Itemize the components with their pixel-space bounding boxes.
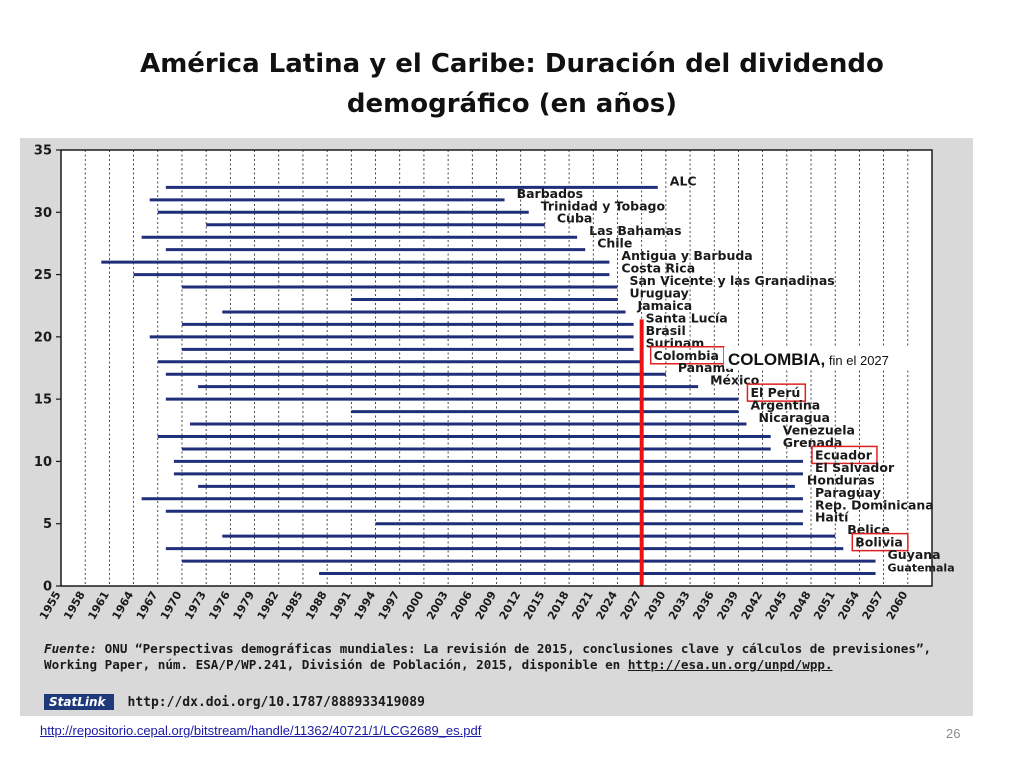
chart-annotation: COLOMBIA, fin el 2027 bbox=[724, 346, 920, 369]
x-tick-label: 1967 bbox=[134, 589, 161, 622]
country-label: Barbados bbox=[517, 186, 584, 201]
country-label: Brasil bbox=[646, 323, 686, 338]
x-tick-label: 1994 bbox=[352, 589, 379, 622]
x-tick-label: 2024 bbox=[593, 589, 620, 622]
x-tick-label: 2015 bbox=[521, 589, 548, 622]
x-tick-label: 1997 bbox=[376, 589, 403, 622]
country-label: Santa Lucía bbox=[646, 310, 728, 325]
y-tick-label: 5 bbox=[43, 517, 52, 532]
country-label: Trinidad y Tobago bbox=[541, 198, 666, 213]
x-tick-label: 2042 bbox=[739, 589, 766, 622]
annotation-background bbox=[724, 346, 920, 369]
country-label: Jamaica bbox=[637, 298, 693, 313]
y-tick-label: 10 bbox=[34, 455, 52, 470]
x-tick-label: 2003 bbox=[424, 589, 451, 622]
x-tick-label: 2051 bbox=[811, 589, 838, 622]
x-tick-label: 1991 bbox=[327, 589, 354, 622]
x-tick-label: 2060 bbox=[884, 589, 911, 622]
x-tick-label: 2045 bbox=[763, 589, 790, 622]
x-tick-label: 1970 bbox=[158, 589, 185, 622]
country-label: Honduras bbox=[807, 472, 875, 487]
highlight-box bbox=[746, 383, 807, 402]
source-url-link[interactable]: http://esa.un.org/unpd/wpp. bbox=[627, 657, 833, 672]
country-label: Antigua y Barbuda bbox=[621, 248, 752, 263]
x-tick-label: 2033 bbox=[666, 589, 693, 622]
country-label: Nicaragua bbox=[759, 410, 830, 425]
x-tick-label: 1976 bbox=[206, 589, 233, 622]
repository-link[interactable]: http://repositorio.cepal.org/bitstream/h… bbox=[40, 723, 482, 738]
country-label: Ecuador bbox=[815, 447, 873, 462]
y-tick-label: 35 bbox=[34, 144, 52, 159]
country-label: El Salvador bbox=[815, 460, 895, 475]
x-tick-label: 2021 bbox=[569, 589, 596, 622]
x-tick-label: 2039 bbox=[714, 589, 741, 622]
chart-bars bbox=[101, 185, 876, 576]
country-label: El Perú bbox=[750, 385, 800, 400]
x-tick-label: 2036 bbox=[690, 589, 717, 622]
highlight-box bbox=[649, 346, 725, 365]
statlink-doi-link[interactable]: http://dx.doi.org/10.1787/888933419089 bbox=[127, 694, 425, 710]
source-label: Fuente: bbox=[44, 641, 98, 656]
y-tick-label: 15 bbox=[34, 393, 52, 408]
country-label: Rep. Dominicana bbox=[815, 497, 934, 512]
x-tick-label: 1961 bbox=[85, 589, 112, 622]
y-tick-label: 25 bbox=[34, 268, 52, 283]
x-tick-label: 1973 bbox=[182, 589, 209, 622]
country-label: Chile bbox=[597, 236, 632, 251]
source-note: Fuente: ONU “Perspectivas demográficas m… bbox=[44, 641, 966, 673]
country-label: Costa Rica bbox=[621, 261, 695, 276]
slide-title: América Latina y el Caribe: Duración del… bbox=[140, 49, 884, 119]
x-tick-label: 2054 bbox=[835, 589, 862, 622]
x-tick-label: 2057 bbox=[860, 589, 887, 622]
x-tick-label: 2030 bbox=[642, 589, 669, 622]
x-tick-label: 2048 bbox=[787, 589, 814, 622]
x-tick-label: 2012 bbox=[497, 589, 524, 622]
country-label: Uruguay bbox=[629, 285, 688, 300]
country-label: San Vicente y las Granadinas bbox=[629, 273, 834, 288]
country-label: ALC bbox=[670, 173, 697, 188]
statlink-row: StatLink http://dx.doi.org/10.1787/88893… bbox=[44, 693, 425, 711]
x-tick-label: 1985 bbox=[279, 589, 306, 622]
country-label: Colombia bbox=[654, 348, 719, 363]
country-label: Guyana bbox=[888, 547, 941, 562]
plot-frame bbox=[60, 149, 933, 587]
country-label: Las Bahamas bbox=[589, 223, 681, 238]
x-tick-label: 1982 bbox=[255, 589, 282, 622]
source-text: ONU “Perspectivas demográficas mundiales… bbox=[44, 641, 932, 672]
x-tick-label: 2027 bbox=[618, 589, 645, 622]
country-label: Venezuela bbox=[783, 423, 855, 438]
highlight-box bbox=[851, 532, 909, 552]
country-label: Argentina bbox=[750, 398, 820, 413]
x-tick-label: 1958 bbox=[61, 589, 88, 622]
y-tick-label: 20 bbox=[34, 330, 52, 345]
country-label: Guatemala bbox=[888, 562, 955, 575]
x-tick-label: 2000 bbox=[400, 589, 427, 622]
x-tick-label: 1964 bbox=[110, 589, 137, 622]
colombia-annotation: COLOMBIA, fin el 2027 bbox=[728, 350, 889, 369]
statlink-logo: StatLink bbox=[44, 694, 114, 710]
highlight-box bbox=[811, 445, 878, 465]
x-tick-label: 1988 bbox=[303, 589, 330, 622]
y-tick-label: 30 bbox=[34, 206, 52, 221]
x-tick-label: 1979 bbox=[231, 589, 258, 622]
x-tick-label: 2018 bbox=[545, 589, 572, 622]
country-label: Panamá bbox=[678, 360, 734, 375]
x-tick-label: 2009 bbox=[473, 589, 500, 622]
chart-figure-panel: ALC Barbados Trinidad y Tobago Cuba Las Baha… bbox=[20, 138, 973, 716]
country-label: Haití bbox=[815, 510, 849, 525]
page-number: 26 bbox=[946, 726, 961, 741]
x-tick-label: 2006 bbox=[448, 589, 475, 622]
y-tick-label: 0 bbox=[43, 580, 52, 595]
country-label: Bolivia bbox=[855, 535, 903, 550]
country-label: Paraguay bbox=[815, 485, 881, 500]
country-label: Cuba bbox=[557, 211, 592, 226]
